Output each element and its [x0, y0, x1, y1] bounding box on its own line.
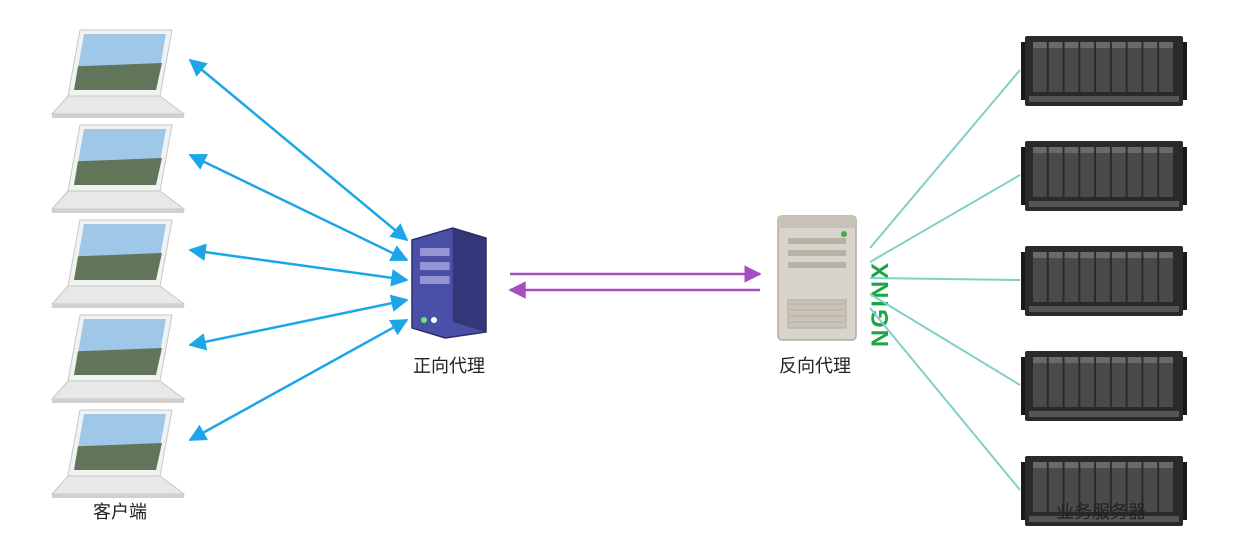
client-laptop-icon	[52, 125, 184, 213]
servers-label: 业务服务器	[1056, 502, 1146, 522]
client-laptop-icon	[52, 220, 184, 308]
reverse-proxy-icon	[778, 216, 856, 340]
proxy-arrows	[510, 274, 760, 290]
server-rack-icon	[1021, 246, 1187, 316]
forward-proxy-label: 正向代理	[413, 356, 485, 376]
reverse-proxy-label: 反向代理	[779, 356, 851, 376]
server-rack-icon	[1021, 36, 1187, 106]
clients-group	[52, 30, 184, 498]
svg-text:NGINX: NGINX	[867, 261, 894, 347]
server-line	[870, 70, 1020, 248]
client-laptop-icon	[52, 410, 184, 498]
client-arrow	[190, 250, 407, 280]
forward-proxy-icon	[412, 228, 486, 338]
proxy-diagram: NGINX 客户端 正向代理 反向代理 业务服务器	[0, 0, 1240, 537]
server-rack-icon	[1021, 351, 1187, 421]
client-arrows	[190, 60, 407, 440]
client-laptop-icon	[52, 315, 184, 403]
nginx-label: NGINX	[867, 261, 894, 347]
client-laptop-icon	[52, 30, 184, 118]
client-arrow	[190, 155, 407, 260]
racks-group	[1021, 36, 1187, 526]
server-rack-icon	[1021, 141, 1187, 211]
client-arrow	[190, 60, 407, 240]
server-line	[870, 175, 1020, 262]
server-line	[870, 308, 1020, 490]
clients-label: 客户端	[93, 502, 147, 522]
